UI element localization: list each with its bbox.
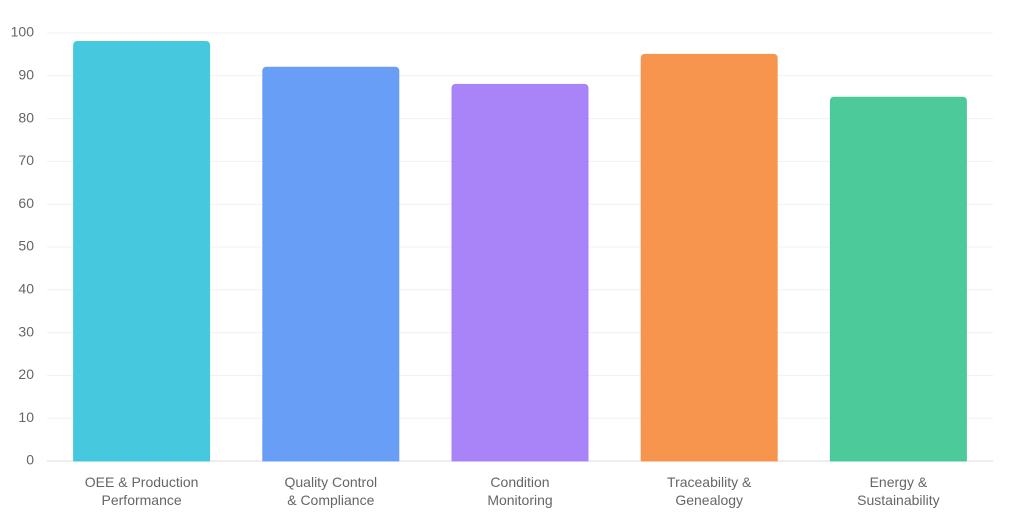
bar: [640, 53, 778, 462]
x-tick-label: Quality Control & Compliance: [284, 474, 378, 508]
x-tick-label: Condition Monitoring: [487, 474, 553, 508]
bar: [262, 66, 400, 462]
x-tick-label: Energy & Sustainability: [857, 474, 940, 508]
y-tick-label: 50: [18, 238, 34, 254]
bar: [829, 96, 967, 462]
y-tick-label: 80: [18, 109, 34, 125]
x-tick-label: Traceability & Genealogy: [667, 474, 752, 508]
y-tick-label: 100: [11, 24, 35, 40]
y-tick-label: 90: [18, 67, 34, 83]
bar: [73, 41, 211, 462]
x-tick-label: OEE & Production Performance: [84, 474, 199, 508]
y-tick-label: 40: [18, 281, 34, 297]
y-tick-label: 20: [18, 366, 34, 382]
y-tick-label: 0: [26, 452, 34, 468]
bar: [451, 83, 589, 462]
y-tick-label: 60: [18, 195, 34, 211]
y-tick-label: 10: [18, 409, 34, 425]
y-tick-label: 70: [18, 152, 34, 168]
y-tick-label: 30: [18, 323, 34, 339]
